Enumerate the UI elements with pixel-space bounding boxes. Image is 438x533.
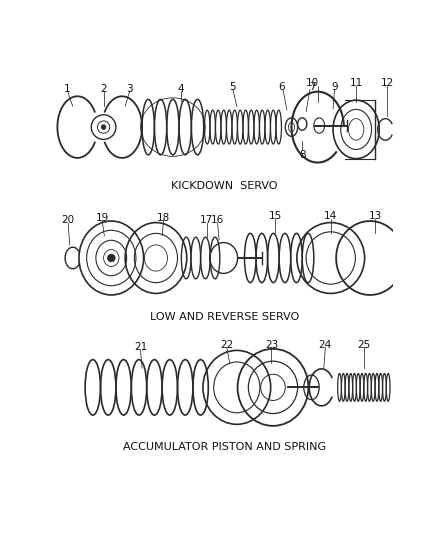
Text: 25: 25: [357, 340, 371, 350]
Text: 18: 18: [157, 213, 170, 223]
Text: 7: 7: [309, 82, 315, 92]
Text: 6: 6: [278, 82, 285, 92]
Text: 10: 10: [306, 78, 319, 88]
Ellipse shape: [107, 254, 115, 262]
Text: 19: 19: [95, 213, 109, 223]
Text: 2: 2: [100, 84, 107, 94]
Text: 11: 11: [350, 78, 363, 88]
Text: 13: 13: [369, 212, 382, 221]
Text: 17: 17: [200, 215, 213, 225]
Text: 9: 9: [331, 82, 338, 92]
Text: 8: 8: [299, 150, 306, 160]
Text: 1: 1: [64, 84, 71, 94]
Text: 24: 24: [319, 340, 332, 350]
Text: 20: 20: [62, 215, 75, 225]
Text: KICKDOWN  SERVO: KICKDOWN SERVO: [171, 181, 278, 191]
Text: 21: 21: [134, 342, 147, 352]
Text: 22: 22: [220, 340, 233, 350]
Text: 14: 14: [324, 212, 337, 221]
Text: 3: 3: [127, 84, 133, 94]
Text: 23: 23: [265, 340, 278, 350]
Text: 12: 12: [380, 78, 394, 88]
Text: ACCUMULATOR PISTON AND SPRING: ACCUMULATOR PISTON AND SPRING: [123, 442, 326, 453]
Text: 5: 5: [230, 82, 236, 92]
Ellipse shape: [101, 125, 106, 130]
Text: 15: 15: [268, 212, 282, 221]
Text: 4: 4: [177, 84, 184, 94]
Text: 16: 16: [211, 215, 224, 225]
Text: LOW AND REVERSE SERVO: LOW AND REVERSE SERVO: [150, 311, 299, 321]
